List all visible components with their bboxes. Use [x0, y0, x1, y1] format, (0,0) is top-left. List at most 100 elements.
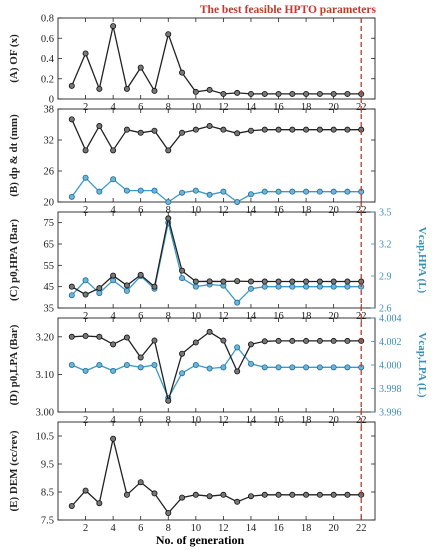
y2-tick-label: 3.998	[379, 384, 402, 395]
data-point	[220, 126, 227, 133]
data-point	[206, 191, 213, 198]
x-tick-label: 6	[138, 523, 143, 534]
y-tick-label: 38	[44, 105, 55, 116]
data-point	[137, 364, 144, 371]
data-point	[344, 188, 351, 195]
data-point	[220, 491, 227, 498]
x-tick-label: 16	[273, 311, 284, 322]
data-point	[179, 275, 186, 282]
y-tick-label: 3.20	[36, 332, 54, 343]
y-axis-label: (E) DEM (cc/rev)	[8, 430, 20, 511]
data-point	[179, 350, 186, 357]
x-tick-label: 22	[356, 523, 367, 534]
data-point	[330, 364, 337, 371]
data-point	[344, 278, 351, 285]
panels-group: 00.20.40.60.82 4 6 8 10 12 14 16 18 20 22(A) OF (x…	[8, 14, 428, 535]
data-point	[192, 187, 199, 194]
data-point	[110, 341, 117, 348]
y-axis-label: (C) p0,HPA (Bar)	[8, 219, 20, 301]
data-point	[96, 500, 103, 507]
y-tick-label: 65	[44, 240, 55, 251]
data-point	[96, 290, 103, 297]
data-point	[316, 90, 323, 97]
data-point	[247, 127, 254, 134]
panel-4: 3.00 3.10 3.20 3.996 3.998 4.000 4.002 4.004 Vca…	[8, 314, 428, 427]
data-point	[165, 147, 172, 154]
data-point	[330, 126, 337, 133]
data-point	[234, 278, 241, 285]
x-tick-label: 8	[166, 205, 171, 216]
x-tick-label: 8	[166, 415, 171, 426]
panel-3: 35 45 55 65 75 2.6 2.9 3.2 3.5 Vcap,HPA (L) 2 4 6 8 10…	[8, 208, 428, 323]
data-point	[220, 188, 227, 195]
data-point	[289, 188, 296, 195]
y2-tick-label: 2.6	[379, 304, 392, 315]
data-point	[206, 493, 213, 500]
y-axis-label: (A) OF (x)	[8, 34, 20, 83]
data-point	[82, 487, 89, 494]
panel-frame	[57, 108, 376, 203]
data-point	[316, 337, 323, 344]
x-tick-label: 14	[246, 523, 257, 534]
data-point	[289, 337, 296, 344]
data-point	[68, 82, 75, 89]
x-tick-label: 4	[111, 311, 117, 322]
data-point	[179, 267, 186, 274]
data-point	[275, 491, 282, 498]
x-tick-label: 8	[166, 311, 171, 322]
series-line-black	[71, 438, 362, 515]
y-tick-label: 32	[44, 136, 55, 147]
panel-frame	[57, 211, 376, 309]
series-line-blue	[71, 346, 362, 400]
x-tick-label: 10	[191, 311, 202, 322]
data-point	[330, 188, 337, 195]
data-point	[137, 354, 144, 361]
x-tick-label: 2	[83, 205, 88, 216]
x-tick-label: 2	[83, 311, 88, 322]
x-tick-label: 20	[328, 415, 339, 426]
data-point	[289, 90, 296, 97]
data-point	[165, 198, 172, 205]
data-point	[137, 129, 144, 136]
data-point	[137, 64, 144, 71]
data-point	[123, 491, 130, 498]
data-point	[137, 187, 144, 194]
panel-1: 00.20.40.60.82 4 6 8 10 12 14 16 18 20 22(A) OF (x…	[8, 14, 376, 113]
data-point	[110, 435, 117, 442]
data-point	[247, 90, 254, 97]
x-tick-label: 14	[246, 205, 257, 216]
panel-5: 7.5 8.5 9.5 10.5 2 4 6 8 10 12 14 16 18 20 22 (E) DEM (…	[8, 421, 376, 534]
data-point	[344, 491, 351, 498]
data-point	[344, 126, 351, 133]
data-point	[151, 361, 158, 368]
panel-frame	[57, 421, 376, 521]
data-point	[316, 364, 323, 371]
x-tick-label: 16	[273, 205, 284, 216]
data-point	[96, 188, 103, 195]
data-point	[68, 361, 75, 368]
x-tick-label: 12	[218, 523, 229, 534]
data-point	[123, 282, 130, 289]
data-point	[303, 491, 310, 498]
data-point	[330, 491, 337, 498]
data-point	[96, 361, 103, 368]
data-point	[96, 285, 103, 292]
data-point	[247, 360, 254, 367]
y-axis-label: (B) dp & dt (mm)	[8, 114, 20, 197]
data-point	[179, 129, 186, 136]
annotation-text: The best feasible HPTO parameters	[200, 4, 377, 16]
data-point	[123, 361, 130, 368]
x-axis-label: No. of generation	[156, 533, 245, 547]
series-line-black	[71, 119, 362, 152]
data-point	[261, 278, 268, 285]
x-tick-label: 12	[218, 102, 229, 113]
y-tick-label: 0.6	[41, 34, 54, 45]
y2-tick-label: 4.004	[379, 314, 402, 325]
data-point	[330, 283, 337, 290]
y-tick-label: 0.2	[41, 74, 54, 85]
x-tick-label: 20	[328, 205, 339, 216]
data-point	[275, 364, 282, 371]
x-tick-label: 12	[218, 415, 229, 426]
data-point	[206, 278, 213, 285]
